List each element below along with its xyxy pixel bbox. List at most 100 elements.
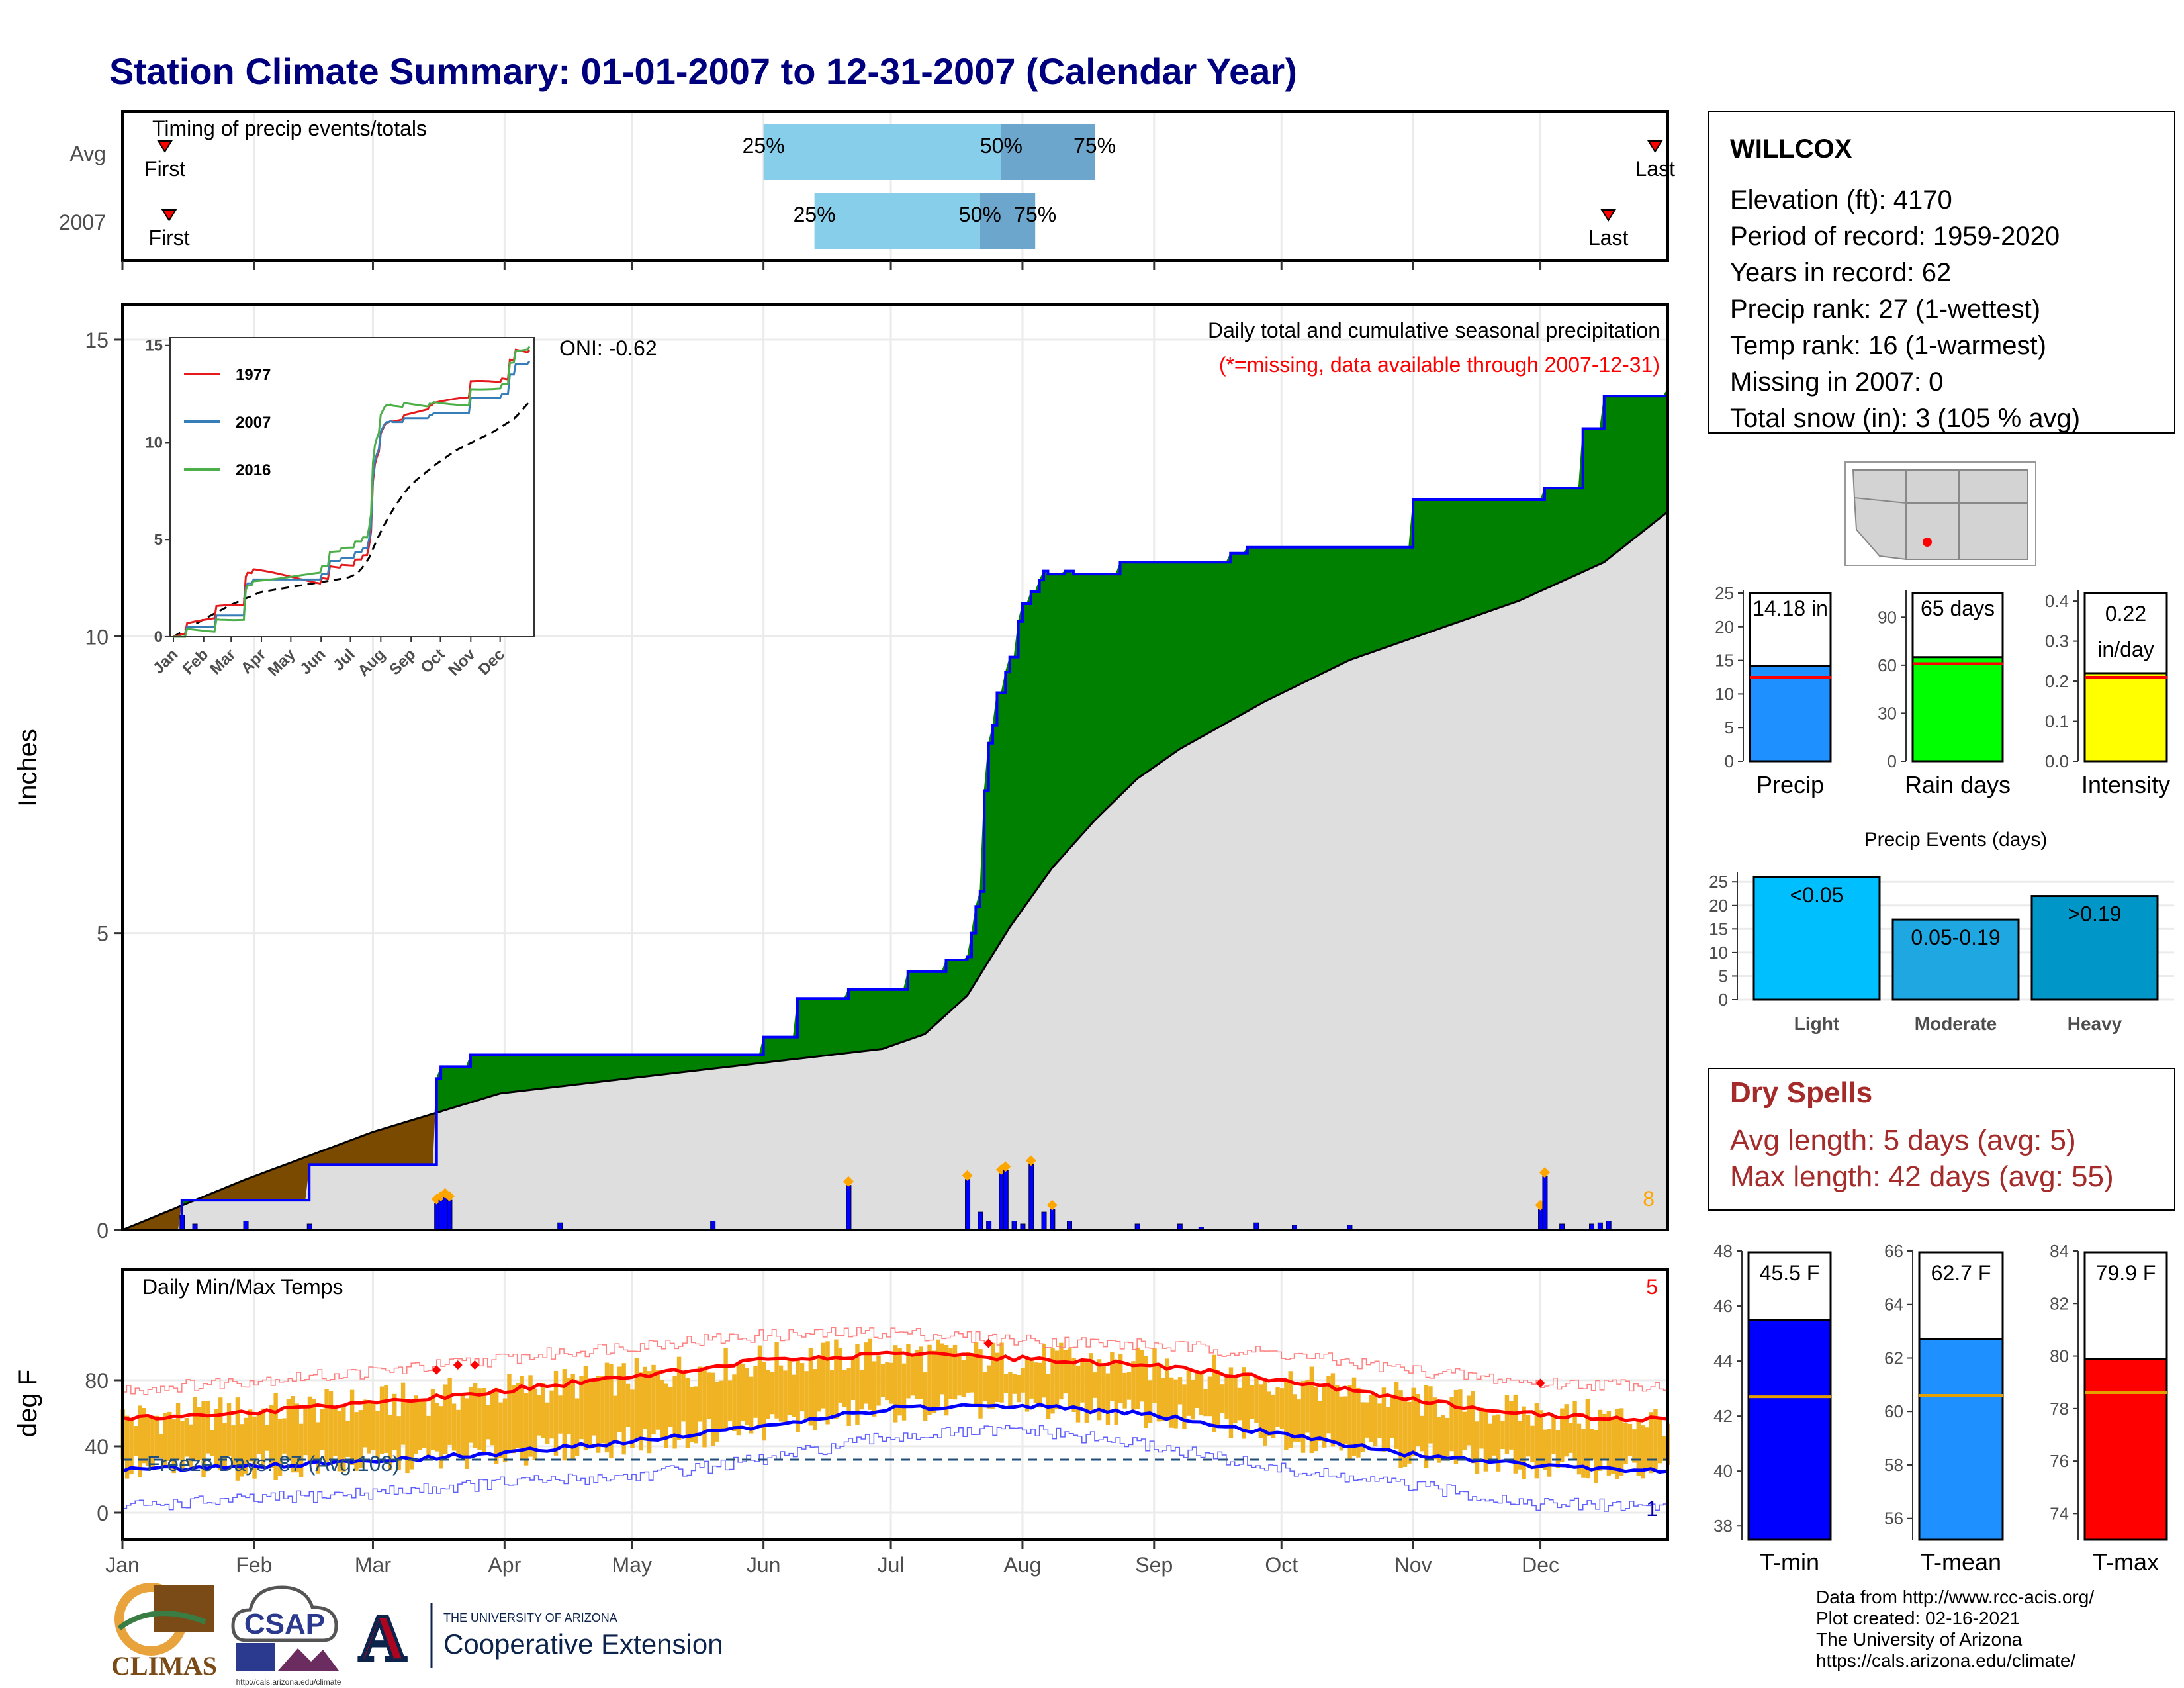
daily-temp-range-bar — [1649, 1412, 1654, 1474]
cumulative-surplus-segment — [1052, 573, 1057, 869]
cumulative-surplus-segment — [1629, 395, 1635, 543]
record-max-temp-line — [122, 1327, 1668, 1395]
cumulative-surplus-segment — [1009, 657, 1015, 929]
cumulative-deficit-segment — [359, 1135, 365, 1165]
daily-temp-range-bar — [222, 1423, 227, 1470]
cumulative-surplus-segment — [1497, 499, 1503, 609]
daily-temp-range-bar — [1627, 1423, 1633, 1456]
daily-temp-range-bar — [273, 1393, 278, 1480]
daily-temp-range-bar — [226, 1403, 232, 1456]
dry-spells-frame — [1708, 1068, 2175, 1211]
month-label-nov: Nov — [1394, 1553, 1432, 1577]
cumulative-surplus-segment — [1026, 591, 1032, 905]
daily-temp-range-bar — [574, 1398, 580, 1456]
inset-x-tick-label: Jun — [296, 645, 329, 678]
daily-temp-range-bar — [1220, 1384, 1225, 1413]
cumulative-surplus-segment — [538, 1055, 543, 1090]
daily-temp-range-bar — [1445, 1417, 1450, 1461]
cumulative-deficit-segment — [232, 1182, 238, 1201]
inset-x-tick-label: Sep — [386, 645, 419, 679]
daily-temp-range-bar — [1144, 1356, 1148, 1428]
inset-y-tick-label: 10 — [145, 434, 163, 451]
daily-temp-range-bar — [757, 1345, 762, 1428]
daily-temp-range-bar — [1590, 1429, 1594, 1460]
daily-precip-bar — [1542, 1176, 1548, 1231]
cumulative-deficit-segment — [377, 1129, 382, 1165]
last-event-marker-icon — [1600, 209, 1616, 222]
daily-temp-range-bar — [821, 1342, 826, 1409]
cumulative-surplus-segment — [568, 1055, 573, 1086]
daily-temp-range-bar — [613, 1395, 618, 1442]
footer-line-data: Data from http://www.rcc-acis.org/ — [1816, 1587, 2094, 1607]
cumulative-surplus-segment — [1370, 547, 1375, 653]
daily-record-marker-icon — [1025, 1155, 1036, 1166]
cumulative-deficit-segment — [271, 1168, 276, 1201]
daily-temp-range-bar — [328, 1391, 334, 1461]
cumulative-surplus-segment — [525, 1055, 531, 1091]
station-info-frame — [1708, 111, 2175, 434]
ua-logo: A THE UNIVERSITY OF ARIZONA Cooperative … — [357, 1600, 723, 1677]
cumulative-surplus-segment — [822, 998, 828, 1056]
cumulative-surplus-segment — [1221, 561, 1227, 726]
daily-temp-range-bar — [316, 1422, 320, 1474]
daily-temp-range-bar — [303, 1408, 308, 1456]
daily-temp-range-bar — [813, 1369, 817, 1430]
daily-precip-bar — [1041, 1211, 1047, 1231]
cumulative-surplus-segment — [1510, 499, 1516, 604]
daily-temp-range-bar — [719, 1380, 724, 1430]
events-category-label: Moderate — [1915, 1013, 1997, 1034]
daily-temp-range-bar — [1386, 1407, 1390, 1448]
cumulative-surplus-segment — [665, 1055, 670, 1075]
daily-temp-range-bar — [1258, 1384, 1263, 1438]
cumulative-deficit-segment — [402, 1121, 408, 1165]
station-name: WILLCOX — [1730, 134, 1852, 164]
mini-bar-y-tick-label: 0.3 — [2045, 632, 2069, 651]
daily-temp-range-bar — [1428, 1386, 1433, 1444]
cumulative-surplus-segment — [1561, 487, 1567, 583]
daily-temp-range-bar — [363, 1399, 367, 1448]
cumulative-surplus-segment — [1340, 547, 1345, 665]
daily-temp-range-bar — [1297, 1399, 1301, 1442]
daily-precip-bar — [1606, 1221, 1612, 1231]
cumulative-surplus-segment — [1064, 571, 1069, 855]
daily-temp-range-bar — [872, 1361, 877, 1417]
daily-temp-range-bar — [1471, 1391, 1475, 1464]
daily-temp-range-bar — [269, 1405, 274, 1468]
temp-bar-value-label: 45.5 F — [1760, 1261, 1820, 1285]
daily-temp-range-bar — [1572, 1401, 1577, 1460]
cumulative-surplus-segment — [661, 1055, 666, 1075]
daily-temp-range-bar — [516, 1383, 520, 1448]
cumulative-surplus-segment — [1421, 499, 1426, 635]
cumulative-deficit-segment — [287, 1161, 293, 1201]
daily-temp-range-bar — [1381, 1387, 1387, 1452]
temp-bar-category-label: T-mean — [1921, 1548, 2001, 1575]
month-label-jul: Jul — [878, 1553, 905, 1577]
cumulative-surplus-segment — [1430, 499, 1435, 633]
daily-temp-range-bar — [1279, 1388, 1285, 1429]
daily-temp-range-bar — [1657, 1417, 1662, 1464]
cumulative-surplus-segment — [580, 1055, 586, 1085]
daily-temp-range-bar — [1339, 1396, 1343, 1451]
daily-temp-range-bar — [1135, 1347, 1140, 1409]
cumulative-surplus-segment — [1268, 547, 1273, 700]
cumulative-surplus-segment — [1060, 570, 1066, 860]
daily-temp-range-bar — [1203, 1389, 1208, 1417]
daily-temp-range-bar — [252, 1416, 257, 1479]
cumulative-surplus-segment — [1213, 561, 1218, 731]
daily-temp-range-bar — [1351, 1377, 1357, 1456]
daily-temp-range-bar — [1246, 1372, 1250, 1430]
precip-y-label: Inches — [13, 729, 42, 807]
climas-logo-box — [154, 1585, 214, 1632]
daily-temp-range-bar — [927, 1344, 932, 1415]
daily-temp-range-bar — [799, 1363, 805, 1412]
daily-temp-range-bar — [915, 1350, 919, 1399]
cumulative-surplus-segment — [1192, 561, 1197, 743]
daily-temp-range-bar — [1369, 1395, 1373, 1442]
cumulative-surplus-segment — [627, 1055, 633, 1079]
cumulative-surplus-segment — [1103, 573, 1108, 813]
climas-logo-leaf-icon — [117, 1611, 206, 1631]
csap-bars-icon — [236, 1643, 275, 1671]
cumulative-surplus-segment — [814, 998, 819, 1058]
daily-temp-range-bar — [490, 1393, 494, 1446]
dry-spells-avg: Avg length: 5 days (avg: 5) — [1730, 1124, 2076, 1156]
